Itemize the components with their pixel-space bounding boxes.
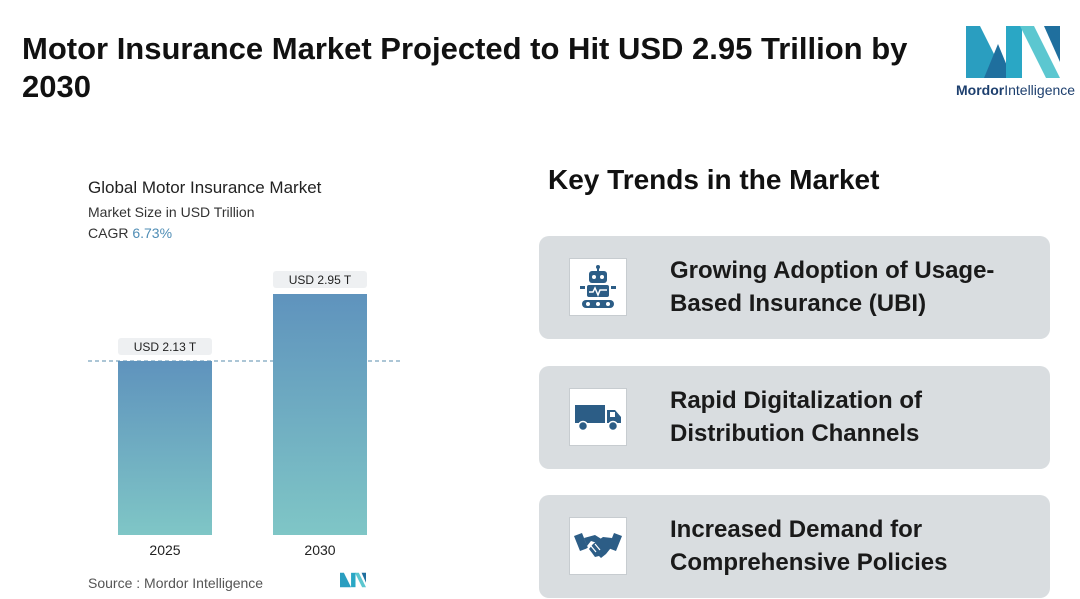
data-label-bg <box>118 337 212 355</box>
data-label: USD 2.95 T <box>289 273 352 287</box>
data-label: USD 2.13 T <box>134 340 197 354</box>
mordor-logo: MordorIntelligence <box>956 26 1078 106</box>
bar-chart: USD 2.13 T 2025 USD 2.95 T 2030 <box>88 271 402 558</box>
trend-card-digitalization: Rapid Digitalization of Distribution Cha… <box>539 366 1050 469</box>
logo-text: MordorIntelligence <box>956 82 1076 98</box>
bar-2030 <box>273 294 367 535</box>
trend-text: Increased Demand for Comprehensive Polic… <box>670 516 948 576</box>
page-title: Motor Insurance Market Projected to Hit … <box>22 31 908 104</box>
mordor-logo-icon <box>966 26 1060 78</box>
trend-card-comprehensive: Increased Demand for Comprehensive Polic… <box>539 495 1050 598</box>
cagr: CAGR 6.73% <box>88 225 321 241</box>
cagr-label: CAGR <box>88 225 129 241</box>
truck-icon <box>575 405 621 432</box>
handshake-icon <box>574 533 622 558</box>
chart-title: Global Motor Insurance Market <box>88 178 322 197</box>
trend-icon-box <box>569 258 627 316</box>
trend-card-ubi: Growing Adoption of Usage-Based Insuranc… <box>539 236 1050 339</box>
robot-icon <box>580 265 616 308</box>
mordor-small-logo-icon <box>340 572 366 588</box>
cagr-value: 6.73% <box>132 225 173 241</box>
trend-icon-box <box>569 517 627 575</box>
chart-subtitle: Market Size in USD Trillion <box>88 204 255 220</box>
source-value: Mordor Intelligence <box>144 575 264 591</box>
trend-icon-box <box>569 388 627 446</box>
data-label-bg <box>273 271 367 288</box>
chart-header: Global Motor Insurance Market Market Siz… <box>88 178 321 241</box>
source: Source : Mordor Intelligence <box>88 575 263 591</box>
bar-2025 <box>118 360 212 535</box>
x-tick-label: 2030 <box>304 542 335 558</box>
trends-title: Key Trends in the Market <box>548 164 880 195</box>
source-label: Source : <box>88 575 141 591</box>
trend-text: Growing Adoption of Usage-Based Insuranc… <box>670 257 995 317</box>
x-tick-label: 2025 <box>149 542 180 558</box>
trend-text: Rapid Digitalization of Distribution Cha… <box>670 387 922 447</box>
